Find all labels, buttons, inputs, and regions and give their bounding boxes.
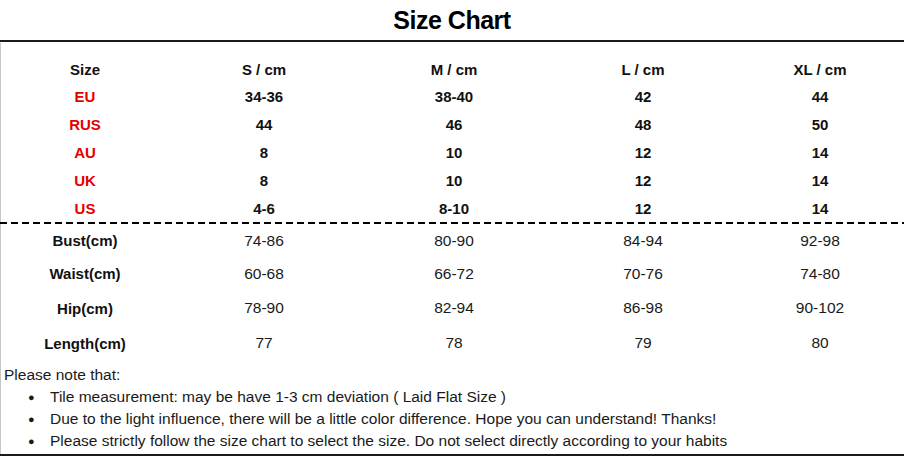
table-row-uk: UK 8 10 12 14 <box>0 166 904 194</box>
notes-heading: Please note that: <box>2 364 902 386</box>
cell: 8 <box>170 144 358 161</box>
cell: 12 <box>550 200 736 217</box>
cell: 79 <box>550 334 736 352</box>
page-title: Size Chart <box>0 0 904 40</box>
note-text: Please strictly follow the size chart to… <box>50 430 902 452</box>
cell: 4-6 <box>170 200 358 217</box>
note-item: ● Due to the light influence, there will… <box>2 408 902 430</box>
table-header-row: Size S / cm M / cm L / cm XL / cm <box>0 56 904 82</box>
cell: 14 <box>736 200 904 217</box>
row-label: US <box>0 200 170 217</box>
table-row-eu: EU 34-36 38-40 42 44 <box>0 82 904 110</box>
cell: 8 <box>170 172 358 189</box>
header-cell-m: M / cm <box>358 61 550 78</box>
cell: 12 <box>550 144 736 161</box>
table-row-bust: Bust(cm) 74-86 80-90 84-94 92-98 <box>0 224 904 257</box>
cell: 82-94 <box>358 299 550 317</box>
cell: 12 <box>550 172 736 189</box>
cell: 42 <box>550 88 736 105</box>
note-text: Due to the light influence, there will b… <box>50 408 902 430</box>
cell: 74-86 <box>170 232 358 250</box>
cell: 78 <box>358 334 550 352</box>
bullet-icon: ● <box>2 386 50 408</box>
cell: 90-102 <box>736 299 904 317</box>
cell: 80-90 <box>358 232 550 250</box>
row-label: AU <box>0 144 170 161</box>
note-text: Tile measurement: may be have 1-3 cm dev… <box>50 386 902 408</box>
size-chart-page: Size Chart Size S / cm M / cm L / cm XL … <box>0 0 904 464</box>
cell: 70-76 <box>550 265 736 283</box>
cell: 84-94 <box>550 232 736 250</box>
cell: 50 <box>736 116 904 133</box>
table-row-rus: RUS 44 46 48 50 <box>0 110 904 138</box>
row-label: EU <box>0 88 170 105</box>
table-row-au: AU 8 10 12 14 <box>0 138 904 166</box>
cell: 10 <box>358 144 550 161</box>
cell: 92-98 <box>736 232 904 250</box>
cell: 80 <box>736 334 904 352</box>
bullet-icon: ● <box>2 408 50 430</box>
cell: 38-40 <box>358 88 550 105</box>
cell: 10 <box>358 172 550 189</box>
table-row-length: Length(cm) 77 78 79 80 <box>0 326 904 360</box>
header-cell-xl: XL / cm <box>736 61 904 78</box>
row-label: Bust(cm) <box>0 232 170 249</box>
row-label: Length(cm) <box>0 335 170 352</box>
cell: 14 <box>736 144 904 161</box>
cell: 60-68 <box>170 265 358 283</box>
cell: 74-80 <box>736 265 904 283</box>
notes-section: Please note that: ● Tile measurement: ma… <box>0 360 904 452</box>
header-cell-l: L / cm <box>550 61 736 78</box>
cell: 77 <box>170 334 358 352</box>
size-table: Size S / cm M / cm L / cm XL / cm EU 34-… <box>0 42 904 360</box>
cell: 14 <box>736 172 904 189</box>
table-row-us: US 4-6 8-10 12 14 <box>0 194 904 222</box>
cell: 78-90 <box>170 299 358 317</box>
cell: 48 <box>550 116 736 133</box>
cell: 44 <box>736 88 904 105</box>
table-row-hip: Hip(cm) 78-90 82-94 86-98 90-102 <box>0 290 904 326</box>
cell: 34-36 <box>170 88 358 105</box>
note-item: ● Please strictly follow the size chart … <box>2 430 902 452</box>
cell: 66-72 <box>358 265 550 283</box>
row-label: UK <box>0 172 170 189</box>
bullet-icon: ● <box>2 430 50 452</box>
table-row-waist: Waist(cm) 60-68 66-72 70-76 74-80 <box>0 257 904 290</box>
row-label: RUS <box>0 116 170 133</box>
cell: 86-98 <box>550 299 736 317</box>
table-left-border <box>0 43 1 455</box>
row-label: Waist(cm) <box>0 265 170 282</box>
header-cell-s: S / cm <box>170 61 358 78</box>
header-cell-size: Size <box>0 61 170 78</box>
cell: 44 <box>170 116 358 133</box>
bottom-divider <box>0 454 904 456</box>
cell: 46 <box>358 116 550 133</box>
row-label: Hip(cm) <box>0 300 170 317</box>
note-item: ● Tile measurement: may be have 1-3 cm d… <box>2 386 902 408</box>
cell: 8-10 <box>358 200 550 217</box>
